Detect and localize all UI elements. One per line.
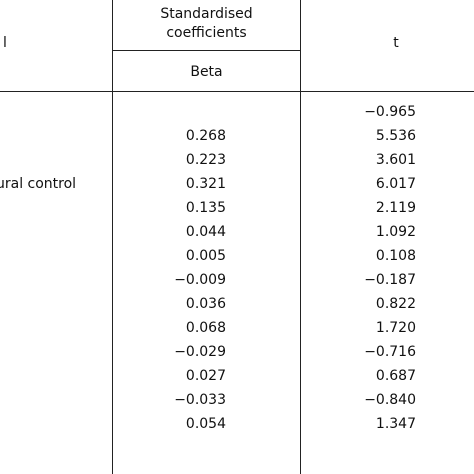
beta-value: 0.036 xyxy=(185,296,226,312)
column-divider-left xyxy=(112,0,113,474)
t-value: 1.720 xyxy=(375,320,416,336)
first-column-header: l xyxy=(3,35,7,51)
std-coefficients-header-line2: coefficients xyxy=(166,25,247,41)
t-value: −0.187 xyxy=(364,272,416,288)
t-value: 2.119 xyxy=(375,200,416,216)
beta-value: 0.321 xyxy=(185,176,226,192)
t-value: 1.347 xyxy=(375,416,416,432)
table-row: 0.005 0.108 xyxy=(0,244,474,268)
beta-value: −0.033 xyxy=(174,392,226,408)
table-row: ural control 0.321 6.017 xyxy=(0,172,474,196)
t-value: 6.017 xyxy=(375,176,416,192)
beta-value: −0.009 xyxy=(174,272,226,288)
t-value: 3.601 xyxy=(375,152,416,168)
header-bottom-rule xyxy=(0,91,474,92)
table-row: 0.054 1.347 xyxy=(0,412,474,436)
std-coefficients-header-line1: Standardised xyxy=(160,6,253,22)
table-row: −0.009 −0.187 xyxy=(0,268,474,292)
beta-value: −0.029 xyxy=(174,344,226,360)
t-header: t xyxy=(393,35,399,51)
t-value: 1.092 xyxy=(375,224,416,240)
t-value: −0.840 xyxy=(364,392,416,408)
beta-value: 0.268 xyxy=(185,128,226,144)
column-divider-right xyxy=(300,0,301,474)
beta-header: Beta xyxy=(190,64,223,80)
t-value: −0.965 xyxy=(364,104,416,120)
table-row: 0.036 0.822 xyxy=(0,292,474,316)
beta-value: 0.135 xyxy=(185,200,226,216)
beta-value: 0.223 xyxy=(185,152,226,168)
t-value: 0.108 xyxy=(375,248,416,264)
table-row: 0.044 1.092 xyxy=(0,220,474,244)
row-label: ural control xyxy=(0,176,77,192)
beta-value: 0.054 xyxy=(185,416,226,432)
t-value: −0.716 xyxy=(364,344,416,360)
table-row: 0.135 2.119 xyxy=(0,196,474,220)
header-subrule xyxy=(112,50,301,51)
table-row: 0.223 3.601 xyxy=(0,148,474,172)
beta-value: 0.068 xyxy=(185,320,226,336)
table-row: 0.027 0.687 xyxy=(0,364,474,388)
beta-value: 0.005 xyxy=(185,248,226,264)
t-value: 5.536 xyxy=(375,128,416,144)
t-value: 0.687 xyxy=(375,368,416,384)
table-row: −0.965 xyxy=(0,100,474,124)
table-row: 0.268 5.536 xyxy=(0,124,474,148)
beta-value: 0.044 xyxy=(185,224,226,240)
table-row: 0.068 1.720 xyxy=(0,316,474,340)
beta-value: 0.027 xyxy=(185,368,226,384)
table-row: −0.033 −0.840 xyxy=(0,388,474,412)
t-value: 0.822 xyxy=(375,296,416,312)
table-row: −0.029 −0.716 xyxy=(0,340,474,364)
